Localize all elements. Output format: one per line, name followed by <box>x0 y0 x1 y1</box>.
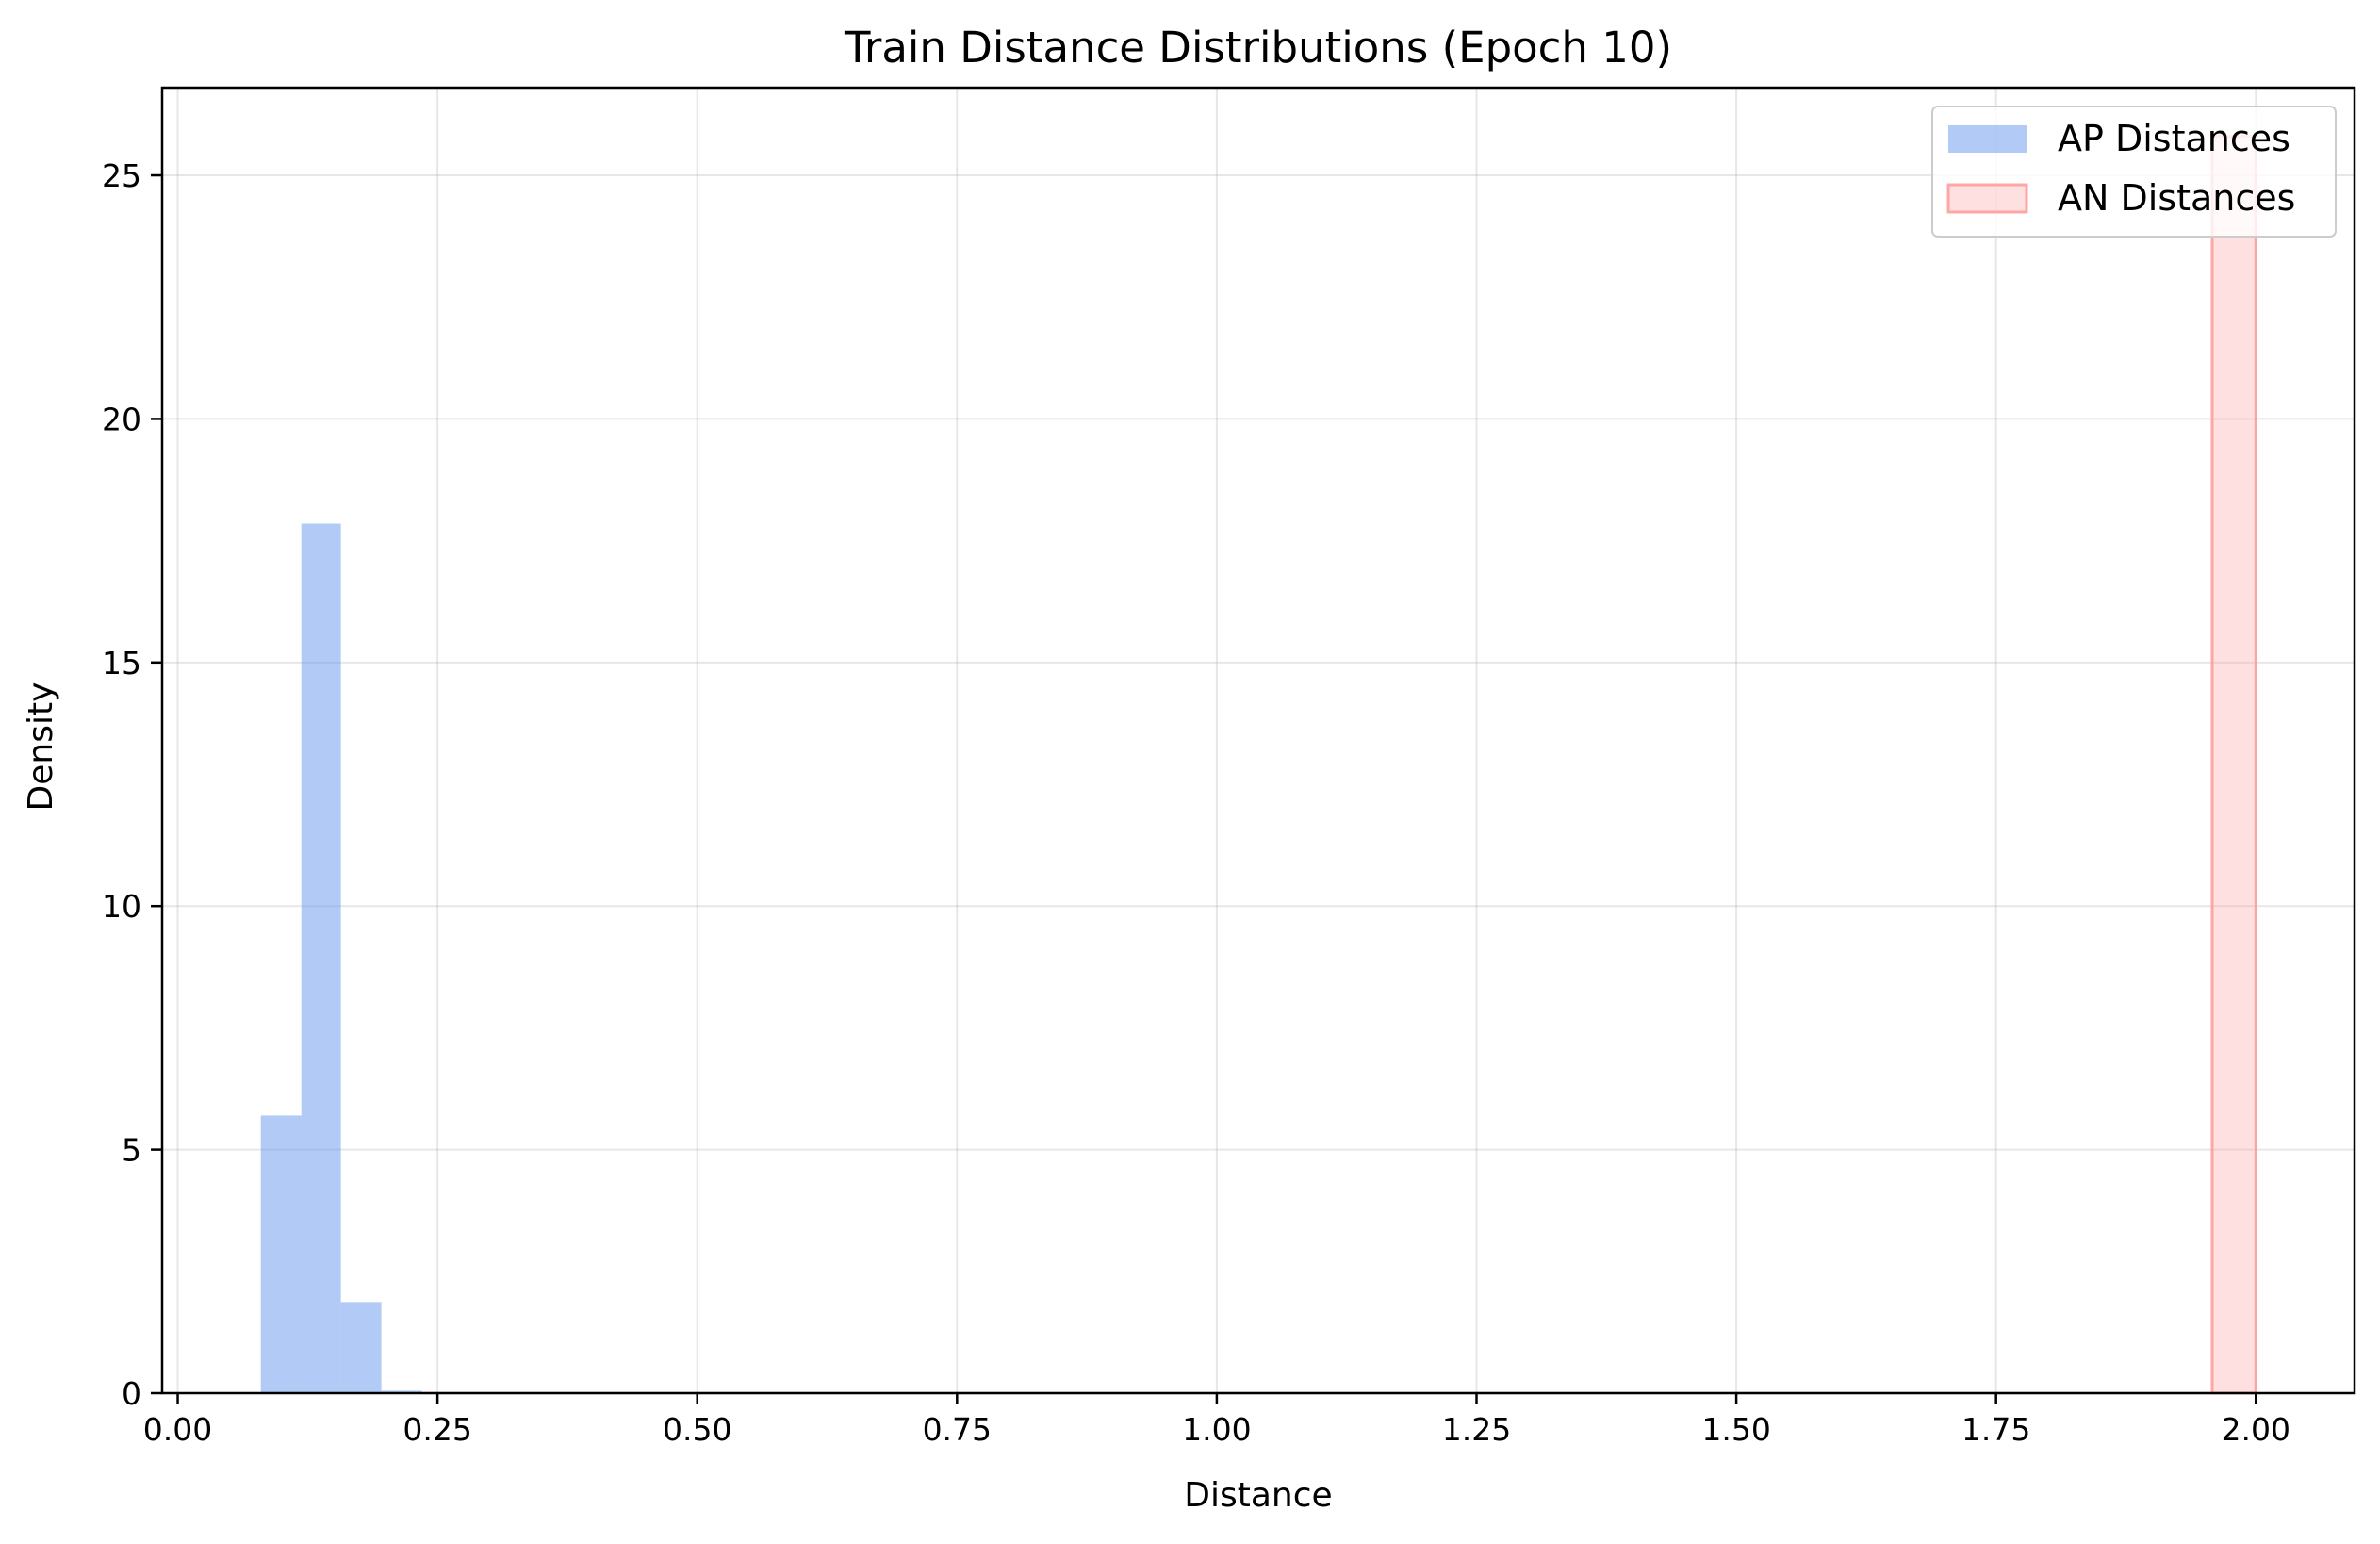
x-tick-label: 1.25 <box>1442 1411 1511 1448</box>
x-tick-label: 0.50 <box>663 1411 731 1448</box>
plot-frame <box>160 86 2356 1395</box>
axes: 0.00 0.25 0.50 0.75 1.00 1.25 1.50 1.75 2.00 0 5 10… <box>102 86 2356 1448</box>
x-tick-label: 0.25 <box>402 1411 471 1448</box>
y-tick-label: 25 <box>102 157 141 194</box>
x-tick-label: 1.50 <box>1701 1411 1770 1448</box>
y-tick-label: 10 <box>102 888 141 925</box>
y-tick-label: 0 <box>122 1375 141 1412</box>
legend-label: AP Distances <box>2058 118 2290 159</box>
histogram-bar <box>2210 135 2257 1395</box>
x-tick-label: 2.00 <box>2222 1411 2290 1448</box>
histogram-bar <box>381 1390 422 1393</box>
legend-swatch <box>1946 183 2028 214</box>
legend: AP Distances AN Distances <box>1931 106 2337 238</box>
histogram-bar <box>301 523 341 1393</box>
x-tick-label: 1.75 <box>1961 1411 2030 1448</box>
histogram-bar <box>340 1302 382 1393</box>
legend-label: AN Distances <box>2058 177 2295 219</box>
y-tick-label: 5 <box>122 1132 141 1169</box>
legend-swatch <box>1948 125 2027 153</box>
y-tick-label: 15 <box>102 645 141 682</box>
chart-title: Train Distance Distributions (Epoch 10) <box>844 23 1672 73</box>
histogram-bars <box>260 135 2257 1395</box>
x-tick-label: 1.00 <box>1182 1411 1251 1448</box>
y-tick-label: 20 <box>102 401 141 437</box>
x-tick-label: 0.00 <box>143 1411 212 1448</box>
x-axis-label: Distance <box>1184 1476 1332 1515</box>
y-axis-label: Density <box>22 682 60 812</box>
histogram-bar <box>260 1115 302 1393</box>
x-tick-label: 0.75 <box>923 1411 992 1448</box>
legend-box <box>1931 106 2337 238</box>
